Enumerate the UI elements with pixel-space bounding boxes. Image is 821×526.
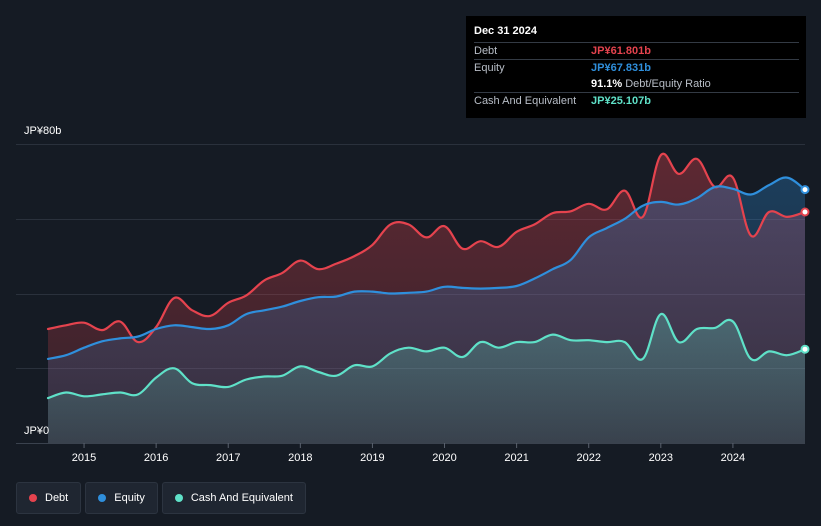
x-tick-label: 2017 bbox=[216, 452, 240, 464]
x-tick-label: 2022 bbox=[576, 452, 600, 464]
tooltip-equity-label: Equity bbox=[474, 62, 505, 74]
x-tick-label: 2024 bbox=[721, 452, 745, 464]
chart-legend: Debt Equity Cash And Equivalent bbox=[16, 482, 306, 514]
x-axis-ticks: 2015 2016 2017 2018 2019 2020 2021 2022 2023 2024 bbox=[72, 443, 745, 464]
tooltip-ratio-row: 91.1% Debt/Equity Ratio bbox=[474, 76, 799, 92]
x-tick-label: 2021 bbox=[504, 452, 528, 464]
legend-debt-label: Debt bbox=[45, 492, 69, 504]
tooltip-debt-label: Debt bbox=[474, 45, 498, 57]
tooltip-cash-value: JP¥25.107b bbox=[591, 95, 651, 107]
tooltip-cash-row: Cash And Equivalent JP¥25.107b bbox=[474, 92, 799, 109]
x-tick-label: 2016 bbox=[144, 452, 168, 464]
equity-dot-icon bbox=[98, 494, 107, 502]
equity-line bbox=[46, 176, 807, 360]
tooltip-equity-row: Equity JP¥67.831b bbox=[474, 59, 799, 76]
x-tick-label: 2015 bbox=[72, 452, 96, 464]
debt-end-marker bbox=[800, 207, 810, 217]
tooltip-ratio-label: Debt/Equity Ratio bbox=[625, 78, 711, 90]
debt-line bbox=[46, 152, 807, 344]
debt-dot-icon bbox=[29, 494, 37, 502]
end-markers bbox=[800, 185, 810, 354]
cash-end-marker bbox=[800, 344, 810, 354]
legend-item-debt[interactable]: Debt bbox=[16, 482, 82, 514]
legend-equity-label: Equity bbox=[114, 492, 145, 504]
x-tick-label: 2019 bbox=[360, 452, 384, 464]
series-areas bbox=[48, 153, 805, 443]
legend-cash-label: Cash And Equivalent bbox=[190, 492, 293, 504]
series-lines bbox=[46, 152, 807, 400]
cash-dot-icon bbox=[174, 494, 183, 502]
data-tooltip: Dec 31 2024 Debt JP¥61.801b Equity JP¥67… bbox=[466, 16, 806, 118]
tooltip-ratio-value: 91.1% bbox=[591, 78, 623, 90]
x-tick-label: 2023 bbox=[649, 452, 673, 464]
legend-item-equity[interactable]: Equity bbox=[85, 482, 158, 514]
tooltip-equity-value: JP¥67.831b bbox=[591, 62, 651, 74]
tooltip-date: Dec 31 2024 bbox=[474, 25, 537, 37]
equity-end-marker bbox=[800, 185, 810, 195]
cash-line bbox=[46, 312, 807, 400]
y-axis-max-label: JP¥80b bbox=[24, 125, 62, 137]
cash-area bbox=[48, 313, 805, 443]
tooltip-debt-value: JP¥61.801b bbox=[591, 45, 651, 57]
legend-item-cash[interactable]: Cash And Equivalent bbox=[161, 482, 306, 514]
y-axis-zero-label: JP¥0 bbox=[24, 425, 50, 437]
x-tick-label: 2020 bbox=[432, 452, 456, 464]
tooltip-cash-label: Cash And Equivalent bbox=[474, 95, 577, 107]
x-tick-label: 2018 bbox=[288, 452, 312, 464]
tooltip-debt-row: Debt JP¥61.801b bbox=[474, 42, 799, 59]
